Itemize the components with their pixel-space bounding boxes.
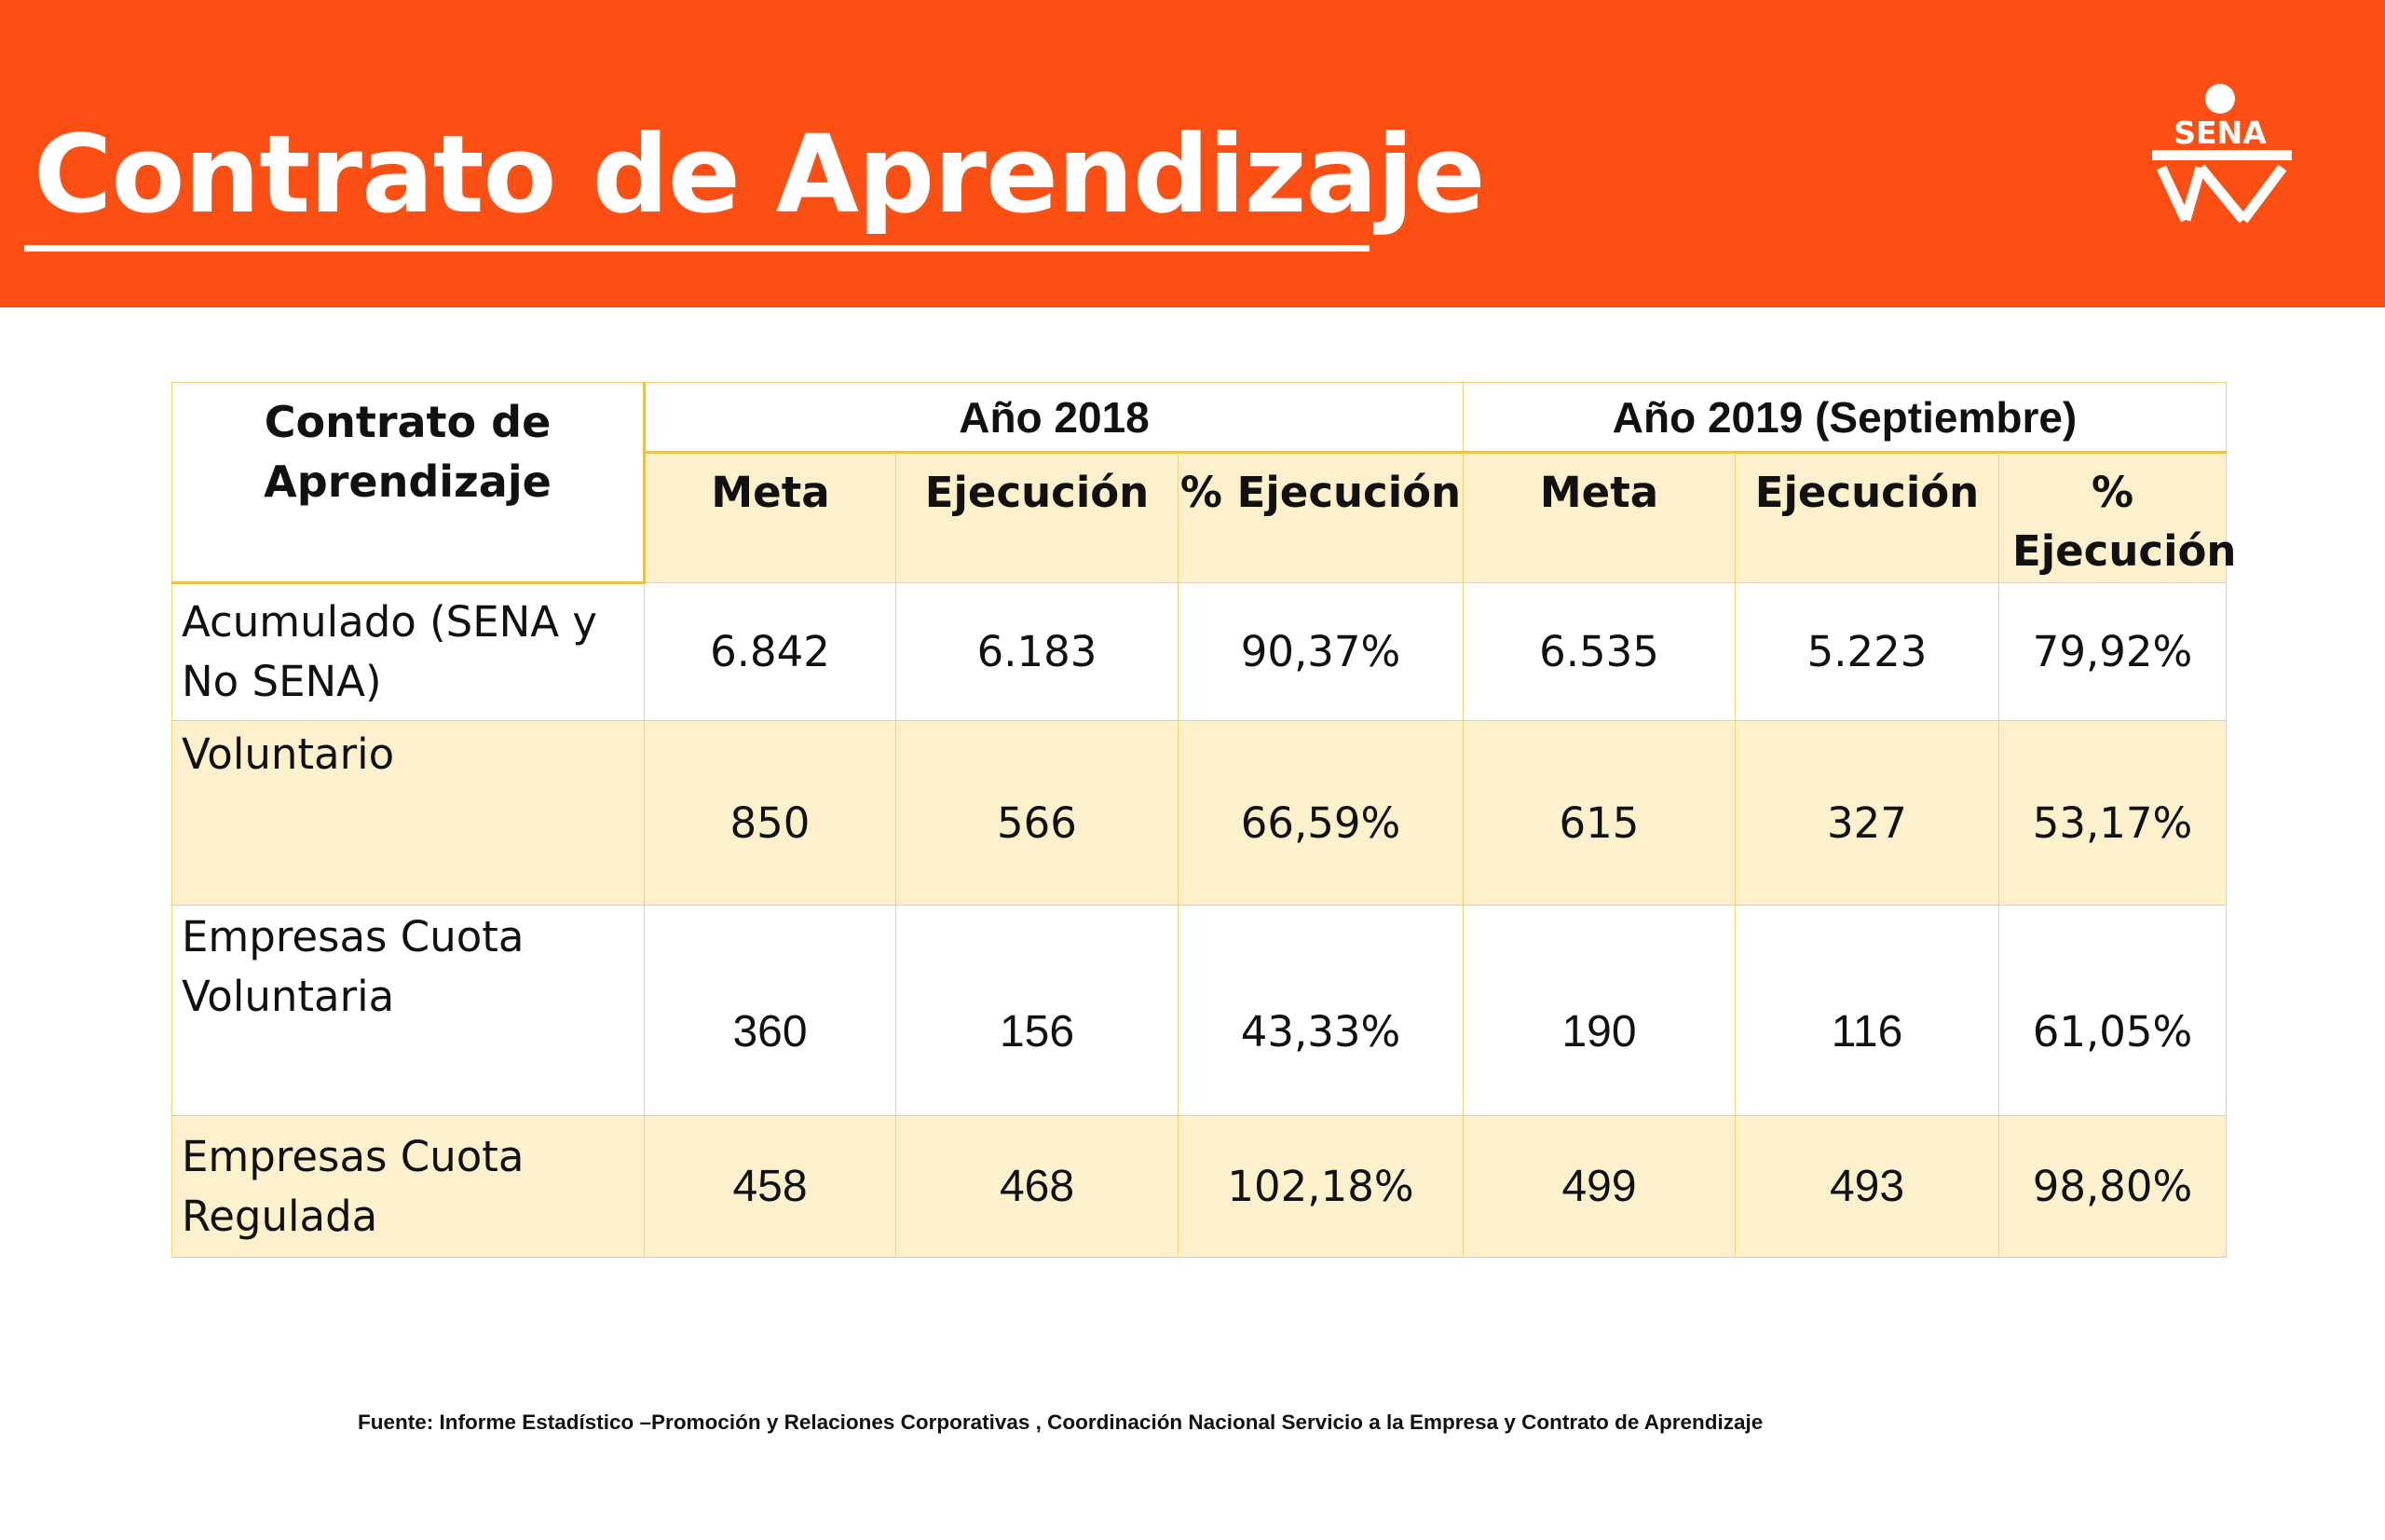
col-pct-ejecucion-2019: % Ejecución: [1997, 452, 2236, 583]
table-cell: 102,18%: [1178, 1115, 1464, 1258]
corner-header: Contrato de Aprendizaje: [171, 382, 646, 584]
table-cell: 5.223: [1735, 582, 1999, 721]
table-cell: 43,33%: [1178, 905, 1464, 1116]
year-2018-header: Año 2018: [644, 382, 1464, 454]
row-label: Voluntario: [171, 720, 645, 906]
col-pct-ejecucion-2018: % Ejecución: [1178, 452, 1464, 583]
table-cell: 499: [1463, 1115, 1736, 1258]
row-label: Empresas Cuota Regulada: [171, 1115, 645, 1258]
table-cell: 6.183: [895, 582, 1179, 721]
table-cell: 98,80%: [1997, 1115, 2228, 1258]
table-cell: 360: [644, 905, 896, 1116]
col-meta-2019: Meta: [1463, 452, 1736, 583]
table-cell: 66,59%: [1178, 720, 1464, 906]
table-cell: 53,17%: [1997, 720, 2228, 906]
row-label: Acumulado (SENA y No SENA): [171, 582, 645, 721]
table-row: Acumulado (SENA y No SENA) 6.842 6.183 9…: [171, 582, 2228, 721]
table-cell: 61,05%: [1997, 905, 2228, 1116]
table-row: Empresas Cuota Voluntaria 360 156 43,33%…: [171, 905, 2228, 1116]
col-ejecucion-2019: Ejecución: [1735, 452, 1999, 583]
table-cell: 615: [1463, 720, 1736, 906]
table-cell: 116: [1735, 905, 1999, 1116]
apprenticeship-table: Contrato de Aprendizaje Año 2018 Año 201…: [171, 382, 2236, 1258]
table-cell: 79,92%: [1997, 582, 2228, 721]
table-cell: 90,37%: [1178, 582, 1464, 721]
svg-text:SENA: SENA: [2174, 115, 2267, 151]
table-cell: 458: [644, 1115, 896, 1258]
table-cell: 493: [1735, 1115, 1999, 1258]
col-meta-2018: Meta: [644, 452, 896, 583]
table-cell: 850: [644, 720, 896, 906]
table-cell: 190: [1463, 905, 1736, 1116]
row-label: Empresas Cuota Voluntaria: [171, 905, 645, 1116]
table-cell: 566: [895, 720, 1179, 906]
table-cell: 6.842: [644, 582, 896, 721]
year-2019-header: Año 2019 (Septiembre): [1462, 382, 2228, 454]
table-cell: 327: [1735, 720, 1999, 906]
table-row: Voluntario 850 566 66,59% 615 327 53,17%: [171, 720, 2228, 906]
table-cell: 6.535: [1463, 582, 1736, 721]
table-cell: 156: [895, 905, 1179, 1116]
page-title: Contrato de Aprendizaje: [34, 113, 1486, 238]
header-banner: [0, 0, 2385, 307]
col-ejecucion-2018: Ejecución: [895, 452, 1179, 583]
source-footnote: Fuente: Informe Estadístico –Promoción y…: [358, 1411, 1764, 1434]
table-row: Empresas Cuota Regulada 458 468 102,18% …: [171, 1115, 2228, 1258]
title-underline: [24, 245, 1370, 252]
table-cell: 468: [895, 1115, 1179, 1258]
sena-logo: SENA: [2152, 84, 2292, 224]
